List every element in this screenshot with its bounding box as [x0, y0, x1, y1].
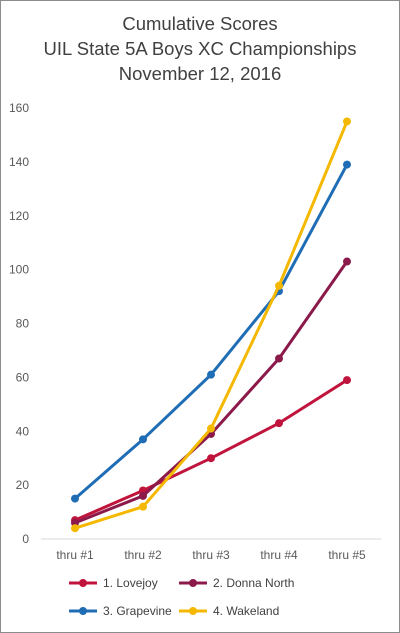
data-point-s3-2 — [139, 435, 147, 444]
legend-swatch-marker-2 — [189, 579, 197, 587]
y-axis-labels: 0 20 40 60 80 100 120 140 160 — [9, 101, 29, 546]
y-tick-label-0: 0 — [22, 532, 29, 546]
x-tick-label-5: thru #5 — [328, 548, 366, 562]
x-tick-label-1: thru #1 — [56, 548, 94, 562]
data-point-s4-1 — [71, 524, 79, 533]
y-tick-label-80: 80 — [16, 317, 30, 331]
series-3 — [71, 160, 351, 503]
data-point-s2-4 — [275, 354, 283, 363]
x-tick-label-2: thru #2 — [124, 548, 162, 562]
y-tick-label-20: 20 — [16, 478, 30, 492]
data-point-s1-3 — [207, 454, 215, 463]
legend-swatch-marker-4 — [189, 607, 197, 615]
series-2 — [71, 257, 351, 527]
chart-date: November 12, 2016 — [118, 63, 282, 84]
series-4 — [71, 117, 351, 533]
data-point-s3-5 — [343, 160, 351, 169]
legend-item-4: 4. Wakeland — [179, 604, 279, 618]
y-tick-label-120: 120 — [9, 209, 29, 223]
series-line-1 — [73, 378, 349, 522]
chart-title: Cumulative Scores — [122, 13, 278, 34]
chart-subtitle: UIL State 5A Boys XC Championships — [43, 38, 357, 59]
data-point-s4-3 — [207, 424, 215, 433]
data-point-s2-2 — [139, 491, 147, 500]
y-tick-label-160: 160 — [9, 101, 29, 115]
y-tick-label-100: 100 — [9, 263, 29, 277]
legend-label-4: 4. Wakeland — [213, 604, 279, 618]
chart-title-block: Cumulative Scores UIL State 5A Boys XC C… — [1, 11, 399, 86]
data-point-s3-3 — [207, 370, 215, 379]
legend-label-2: 2. Donna North — [213, 576, 294, 590]
series-lines — [71, 117, 351, 533]
legend-swatch-marker-3 — [79, 607, 87, 615]
data-point-s1-5 — [343, 376, 351, 385]
legend-item-1: 1. Lovejoy — [69, 576, 158, 590]
data-point-s2-5 — [343, 257, 351, 266]
y-tick-label-140: 140 — [9, 155, 29, 169]
data-point-s1-4 — [275, 419, 283, 428]
legend-item-3: 3. Grapevine — [69, 604, 172, 618]
legend-item-2: 2. Donna North — [179, 576, 294, 590]
legend-label-3: 3. Grapevine — [103, 604, 172, 618]
series-1 — [71, 376, 351, 525]
data-point-s4-5 — [343, 117, 351, 126]
legend-label-1: 1. Lovejoy — [103, 576, 158, 590]
legend-swatch-marker-1 — [79, 579, 87, 587]
x-tick-label-3: thru #3 — [192, 548, 230, 562]
data-point-s4-2 — [139, 502, 147, 511]
x-tick-label-4: thru #4 — [260, 548, 298, 562]
series-line-4 — [73, 119, 349, 530]
data-point-s3-1 — [71, 494, 79, 503]
data-point-s4-4 — [275, 281, 283, 290]
legend: 1. Lovejoy 2. Donna North 3. Grapevine 4. W… — [69, 576, 294, 618]
x-axis-labels: thru #1 thru #2 thru #3 thru #4 thru #5 — [56, 548, 366, 562]
y-tick-label-60: 60 — [16, 370, 30, 384]
y-tick-label-40: 40 — [16, 424, 30, 438]
series-line-2 — [73, 260, 349, 525]
series-line-3 — [73, 163, 349, 501]
